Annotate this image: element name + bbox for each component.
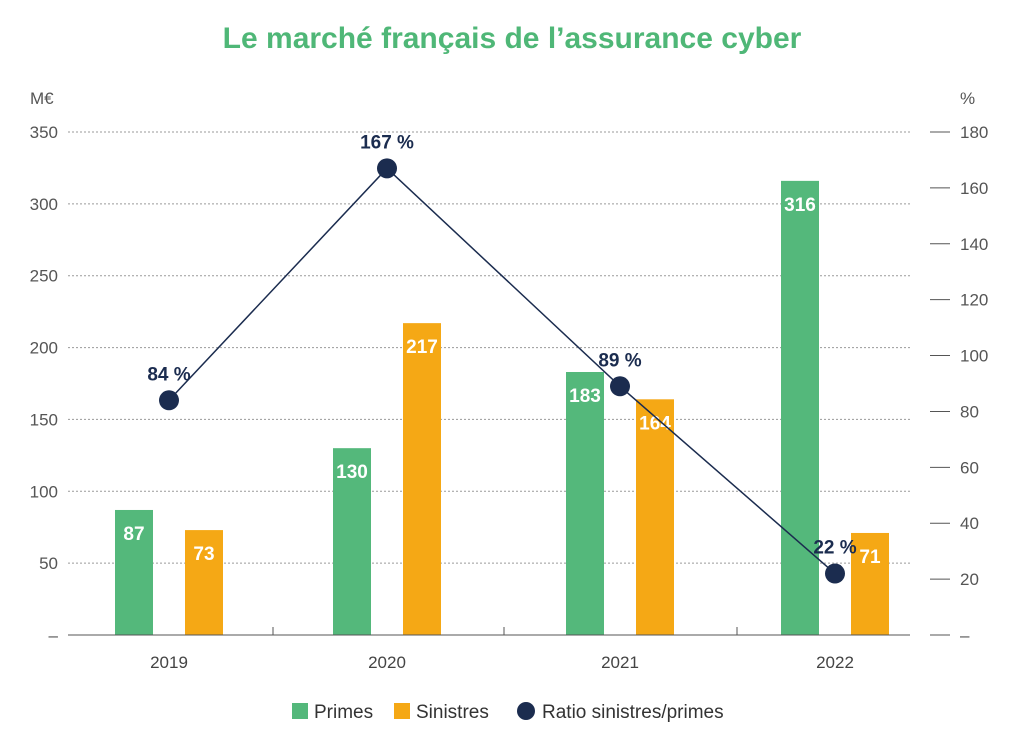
x-tick-label: 2022 bbox=[816, 653, 854, 672]
ratio-value-label: 22 % bbox=[813, 538, 856, 559]
right-tick-label: 100 bbox=[960, 347, 988, 366]
legend-swatch-sinistres bbox=[394, 703, 410, 719]
right-tick-label: 140 bbox=[960, 235, 988, 254]
right-tick-label: 120 bbox=[960, 291, 988, 310]
legend-swatch-ratio bbox=[517, 702, 535, 720]
bar-value-label: 73 bbox=[193, 544, 214, 565]
ratio-point-2021 bbox=[610, 376, 630, 397]
bar-value-label: 316 bbox=[784, 195, 816, 216]
right-tick-label: – bbox=[960, 626, 970, 645]
right-tick-label: 60 bbox=[960, 458, 979, 477]
ratio-line: 84 % 167 % 89 % 22 % bbox=[147, 132, 857, 584]
ratio-value-label: 84 % bbox=[147, 364, 190, 385]
gridlines bbox=[68, 131, 910, 564]
right-tick-label: 40 bbox=[960, 514, 979, 533]
left-tick-label: 150 bbox=[30, 410, 58, 429]
bar-value-label: 87 bbox=[123, 524, 144, 545]
left-tick-label: 50 bbox=[39, 554, 58, 573]
right-tick-label: 80 bbox=[960, 402, 979, 421]
legend: Primes Sinistres Ratio sinistres/primes bbox=[292, 702, 724, 723]
ratio-point-2022 bbox=[825, 563, 845, 584]
bar-sinistres-2021 bbox=[636, 399, 674, 635]
right-axis-unit: % bbox=[960, 89, 975, 108]
x-tick-label: 2021 bbox=[601, 653, 639, 672]
bars: 87 130 183 316 73 217 164 71 bbox=[115, 180, 889, 635]
bar-value-label: 217 bbox=[406, 337, 438, 358]
left-tick-label: 300 bbox=[30, 195, 58, 214]
bar-sinistres-2020 bbox=[403, 323, 441, 635]
right-tick-label: 180 bbox=[960, 123, 988, 142]
left-axis-unit: M€ bbox=[30, 89, 54, 108]
left-tick-label: 350 bbox=[30, 123, 58, 142]
left-tick-label: 100 bbox=[30, 482, 58, 501]
ratio-value-label: 167 % bbox=[360, 132, 414, 153]
bar-value-label: 164 bbox=[639, 413, 671, 434]
right-axis-ticks: – 20 40 60 80 100 120 140 160 180 bbox=[930, 123, 988, 645]
bar-value-label: 130 bbox=[336, 462, 368, 483]
x-tick-label: 2020 bbox=[368, 653, 406, 672]
bar-primes-2019 bbox=[115, 509, 153, 635]
chart-title: Le marché français de l’assurance cyber bbox=[223, 22, 802, 55]
legend-label: Primes bbox=[314, 702, 373, 723]
right-tick-label: 20 bbox=[960, 570, 979, 589]
x-axis: 2019 2020 2021 2022 bbox=[68, 627, 910, 672]
right-tick-label: 160 bbox=[960, 179, 988, 198]
ratio-point-2019 bbox=[159, 390, 179, 411]
bar-primes-2020 bbox=[333, 448, 371, 635]
bar-primes-2022 bbox=[781, 180, 819, 635]
bar-sinistres-2022 bbox=[851, 532, 889, 635]
ratio-point-2020 bbox=[377, 158, 397, 179]
bar-primes-2021 bbox=[566, 372, 604, 635]
ratio-polyline bbox=[168, 167, 836, 575]
bar-sinistres-2019 bbox=[185, 530, 223, 635]
bar-value-label: 183 bbox=[569, 386, 601, 407]
left-tick-label: 200 bbox=[30, 339, 58, 358]
ratio-value-label: 89 % bbox=[598, 350, 641, 371]
legend-swatch-primes bbox=[292, 703, 308, 719]
bar-value-label: 71 bbox=[859, 547, 881, 568]
x-tick-label: 2019 bbox=[150, 653, 188, 672]
left-tick-label: 250 bbox=[30, 267, 58, 286]
legend-label: Ratio sinistres/primes bbox=[542, 702, 724, 723]
legend-label: Sinistres bbox=[416, 702, 489, 723]
left-tick-label: – bbox=[49, 626, 59, 645]
left-axis-ticks: – 50 100 150 200 250 300 350 bbox=[30, 123, 59, 645]
